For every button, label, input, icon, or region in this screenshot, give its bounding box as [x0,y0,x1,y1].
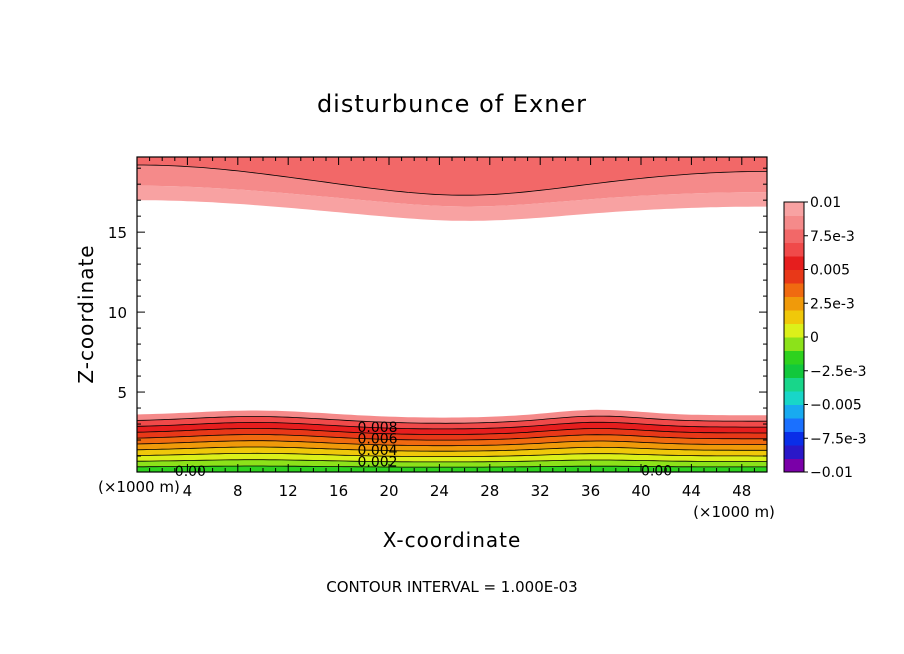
colorbar-tick-label: −2.5e-3 [810,364,867,380]
contour-label: 0.008 [358,420,398,436]
x-tick-label: 48 [732,482,751,500]
colorbar-swatch [784,377,804,392]
colorbar-swatch [784,337,804,351]
colorbar-tick-label: −7.5e-3 [810,431,867,447]
x-tick-label: 20 [379,482,398,500]
x-tick-label: 32 [531,482,550,500]
x-tick-label: 12 [279,482,298,500]
x-tick-labels: 4 8 12 16 20 24 28 32 36 40 44 48 [183,482,752,500]
colorbar-tick-label: 0 [810,330,819,346]
contour-line [137,459,767,463]
colorbar-swatch [784,283,804,297]
x-tick-label: 44 [682,482,701,500]
colorbar-labels: 0.01 7.5e-3 0.005 2.5e-3 0 −2.5e-3 −0.005 −7.5e… [804,195,867,481]
colorbar-swatch [784,364,804,378]
x-tick-label: 4 [183,482,193,500]
contour-line [136,446,767,452]
colorbar-swatch [784,418,804,432]
x-tick-label: 16 [329,482,348,500]
contour-band [137,459,767,468]
contour-band-upper [137,157,767,196]
y-tick-label: 15 [108,224,127,242]
axis-ticks [137,157,767,472]
contour-line-layer [136,164,767,468]
colorbar [783,201,805,473]
colorbar-swatch [784,350,804,365]
contour-line [136,428,767,435]
colorbar-swatch [784,445,804,459]
colorbar-swatch [784,202,804,216]
contour-line [137,465,767,468]
chart-title: disturbunce of Exner [317,90,587,118]
colorbar-swatch [784,310,804,324]
y-tick-labels: 5 10 15 [108,224,127,402]
contour-line [136,421,767,430]
colorbar-tick-label: −0.01 [810,465,853,481]
contour-band [137,422,767,435]
contour-band [137,428,767,441]
contour-line-upper [137,164,767,196]
contour-line [136,434,767,441]
x-tick-label: 40 [631,482,650,500]
colorbar-swatch [784,391,804,405]
contour-line [136,440,767,447]
y-tick-label: 10 [108,304,127,322]
x-tick-label: 24 [430,482,449,500]
colorbar-swatch [784,215,804,230]
contour-band [137,447,767,457]
y-axis-label: Z-coordinate [74,244,98,383]
x-tick-label: 28 [480,482,499,500]
contour-label: 0.006 [358,431,398,447]
colorbar-tick-label: 0.005 [810,263,850,279]
colorbar-swatch [784,296,804,311]
colorbar-swatch [784,242,804,257]
x-tick-label: 8 [233,482,243,500]
contour-line [136,415,767,424]
colorbar-swatch [784,269,804,284]
colorbar-swatch [784,431,804,446]
x-unit-left: (×1000 m) [98,478,180,496]
x-tick-label: 36 [581,482,600,500]
colorbar-swatch [784,404,804,419]
colorbar-swatch [784,458,804,473]
colorbar-tick-label: −0.005 [810,398,862,414]
contour-band-upper [137,165,767,207]
contour-band [137,416,767,429]
colorbar-swatch [784,229,804,243]
contour-interval-note: CONTOUR INTERVAL = 1.000E-03 [326,578,577,596]
colorbar-tick-label: 0.01 [810,195,841,211]
contour-label: 0.002 [358,454,398,470]
x-unit-right: (×1000 m) [693,503,775,521]
colorbar-swatch [784,323,804,338]
x-axis-label: X-coordinate [383,528,522,552]
colorbar-swatch [784,256,804,270]
contour-label: 0.004 [358,443,398,459]
y-tick-label: 5 [117,384,127,402]
colorbar-tick-label: 2.5e-3 [810,296,855,312]
contour-band [137,409,767,424]
contour-line [137,452,767,457]
contour-fill-layer [137,157,767,472]
colorbar-tick-label: 7.5e-3 [810,229,855,245]
contour-band-upper [137,185,767,221]
